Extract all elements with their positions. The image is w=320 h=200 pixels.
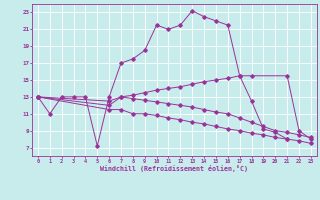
X-axis label: Windchill (Refroidissement éolien,°C): Windchill (Refroidissement éolien,°C) <box>100 165 248 172</box>
